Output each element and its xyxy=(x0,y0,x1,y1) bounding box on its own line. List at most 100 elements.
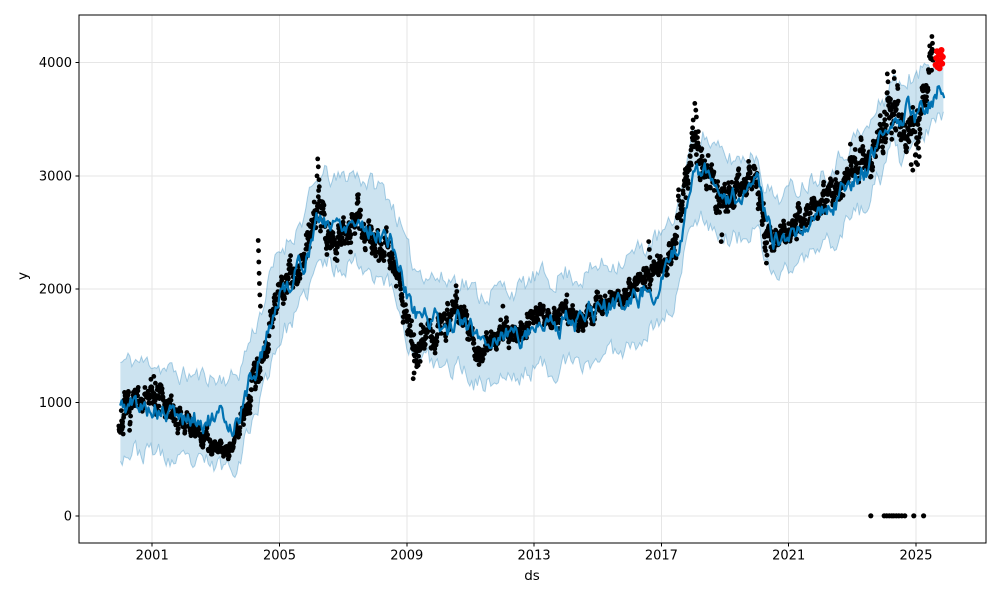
observation-point xyxy=(463,308,469,314)
observation-point xyxy=(432,350,438,356)
observation-point xyxy=(168,397,174,403)
observation-point xyxy=(264,353,270,359)
observation-point xyxy=(883,136,889,142)
observation-point xyxy=(311,199,317,205)
observation-point xyxy=(173,417,178,423)
observation-point xyxy=(205,432,211,438)
observation-point xyxy=(258,375,264,381)
observation-point xyxy=(665,272,670,277)
forecast-line xyxy=(119,85,946,438)
observation-point xyxy=(697,177,703,183)
observation-point xyxy=(695,129,701,135)
observation-point xyxy=(711,169,717,175)
observation-point xyxy=(175,430,181,436)
observation-point xyxy=(287,258,293,263)
observation-point xyxy=(126,409,132,415)
observation-point xyxy=(807,210,813,216)
observation-point xyxy=(675,193,681,199)
observation-point xyxy=(893,127,899,133)
observation-point xyxy=(749,186,755,192)
observation-outlier-point xyxy=(884,71,890,77)
observation-point xyxy=(658,254,663,259)
observation-outlier-point xyxy=(646,247,652,252)
y-tick-label: 0 xyxy=(64,509,72,524)
observation-point xyxy=(694,152,699,158)
observation-point xyxy=(282,296,287,302)
observation-point xyxy=(917,115,922,121)
observation-point xyxy=(868,174,874,180)
observation-point xyxy=(339,235,345,241)
observation-point xyxy=(286,275,291,281)
observation-point xyxy=(673,240,679,246)
observation-point xyxy=(746,159,751,164)
observation-outlier-point xyxy=(764,252,770,258)
observation-point xyxy=(699,146,705,152)
future-forecast-point xyxy=(938,47,945,54)
observation-point xyxy=(168,393,174,399)
observation-outlier-point xyxy=(764,260,769,266)
observation-point xyxy=(411,332,417,337)
observation-point xyxy=(341,215,346,221)
observation-point xyxy=(702,158,708,164)
observation-point xyxy=(204,425,210,431)
observation-point xyxy=(580,328,586,333)
observation-point xyxy=(352,231,358,237)
observation-point xyxy=(393,283,399,289)
observation-point xyxy=(699,153,705,159)
observation-point xyxy=(915,139,921,145)
future-forecast-point xyxy=(939,53,946,61)
y-axis-label: y xyxy=(15,272,31,280)
observation-point xyxy=(464,312,470,318)
observation-point xyxy=(120,431,126,437)
observation-point xyxy=(484,330,490,336)
observation-point xyxy=(752,166,758,171)
observation-point xyxy=(378,241,384,247)
observation-outlier-point xyxy=(153,380,158,386)
observation-point xyxy=(279,274,284,280)
observation-point xyxy=(118,408,124,413)
observation-point xyxy=(891,112,897,118)
observation-point xyxy=(880,144,885,150)
observation-point xyxy=(127,427,132,433)
observation-outlier-point xyxy=(314,173,320,179)
observation-point xyxy=(822,203,827,209)
observation-point xyxy=(257,368,263,373)
x-tick-label: 2013 xyxy=(518,549,551,564)
observation-point xyxy=(422,342,428,347)
observation-point xyxy=(781,218,786,224)
observation-point xyxy=(833,177,838,182)
observation-point xyxy=(884,90,890,95)
observation-point xyxy=(820,192,826,198)
observation-point xyxy=(329,244,335,249)
observation-point xyxy=(381,258,387,263)
observation-point xyxy=(288,253,293,259)
observation-point xyxy=(821,179,827,185)
observation-point xyxy=(687,154,693,159)
observation-point xyxy=(759,222,765,228)
observation-point xyxy=(924,94,929,100)
observation-point xyxy=(861,148,866,153)
observation-point xyxy=(149,384,155,390)
axis-tick-labels: 2001 2005 2009 2013 2017 2021 2025 0 1000 2000 300… xyxy=(39,56,933,563)
observation-point xyxy=(563,300,569,305)
observation-outlier-point xyxy=(647,255,653,260)
observation-point xyxy=(711,188,717,193)
observation-point xyxy=(218,440,224,446)
observation-point xyxy=(390,255,395,261)
observation-point xyxy=(423,335,429,340)
observation-point xyxy=(673,255,679,261)
observation-point xyxy=(690,117,696,123)
observation-point xyxy=(757,192,762,198)
observation-point xyxy=(356,192,361,198)
observation-point xyxy=(480,356,486,362)
observation-point xyxy=(895,98,901,104)
x-tick-label: 2001 xyxy=(136,549,169,564)
plot-border xyxy=(78,14,987,544)
observation-point xyxy=(717,210,722,215)
observation-point xyxy=(602,293,608,299)
observation-outlier-point xyxy=(411,370,417,376)
observation-outlier-point xyxy=(454,289,460,294)
observation-point xyxy=(570,307,576,313)
axis-tick-marks xyxy=(75,62,917,547)
observation-point xyxy=(647,282,653,288)
